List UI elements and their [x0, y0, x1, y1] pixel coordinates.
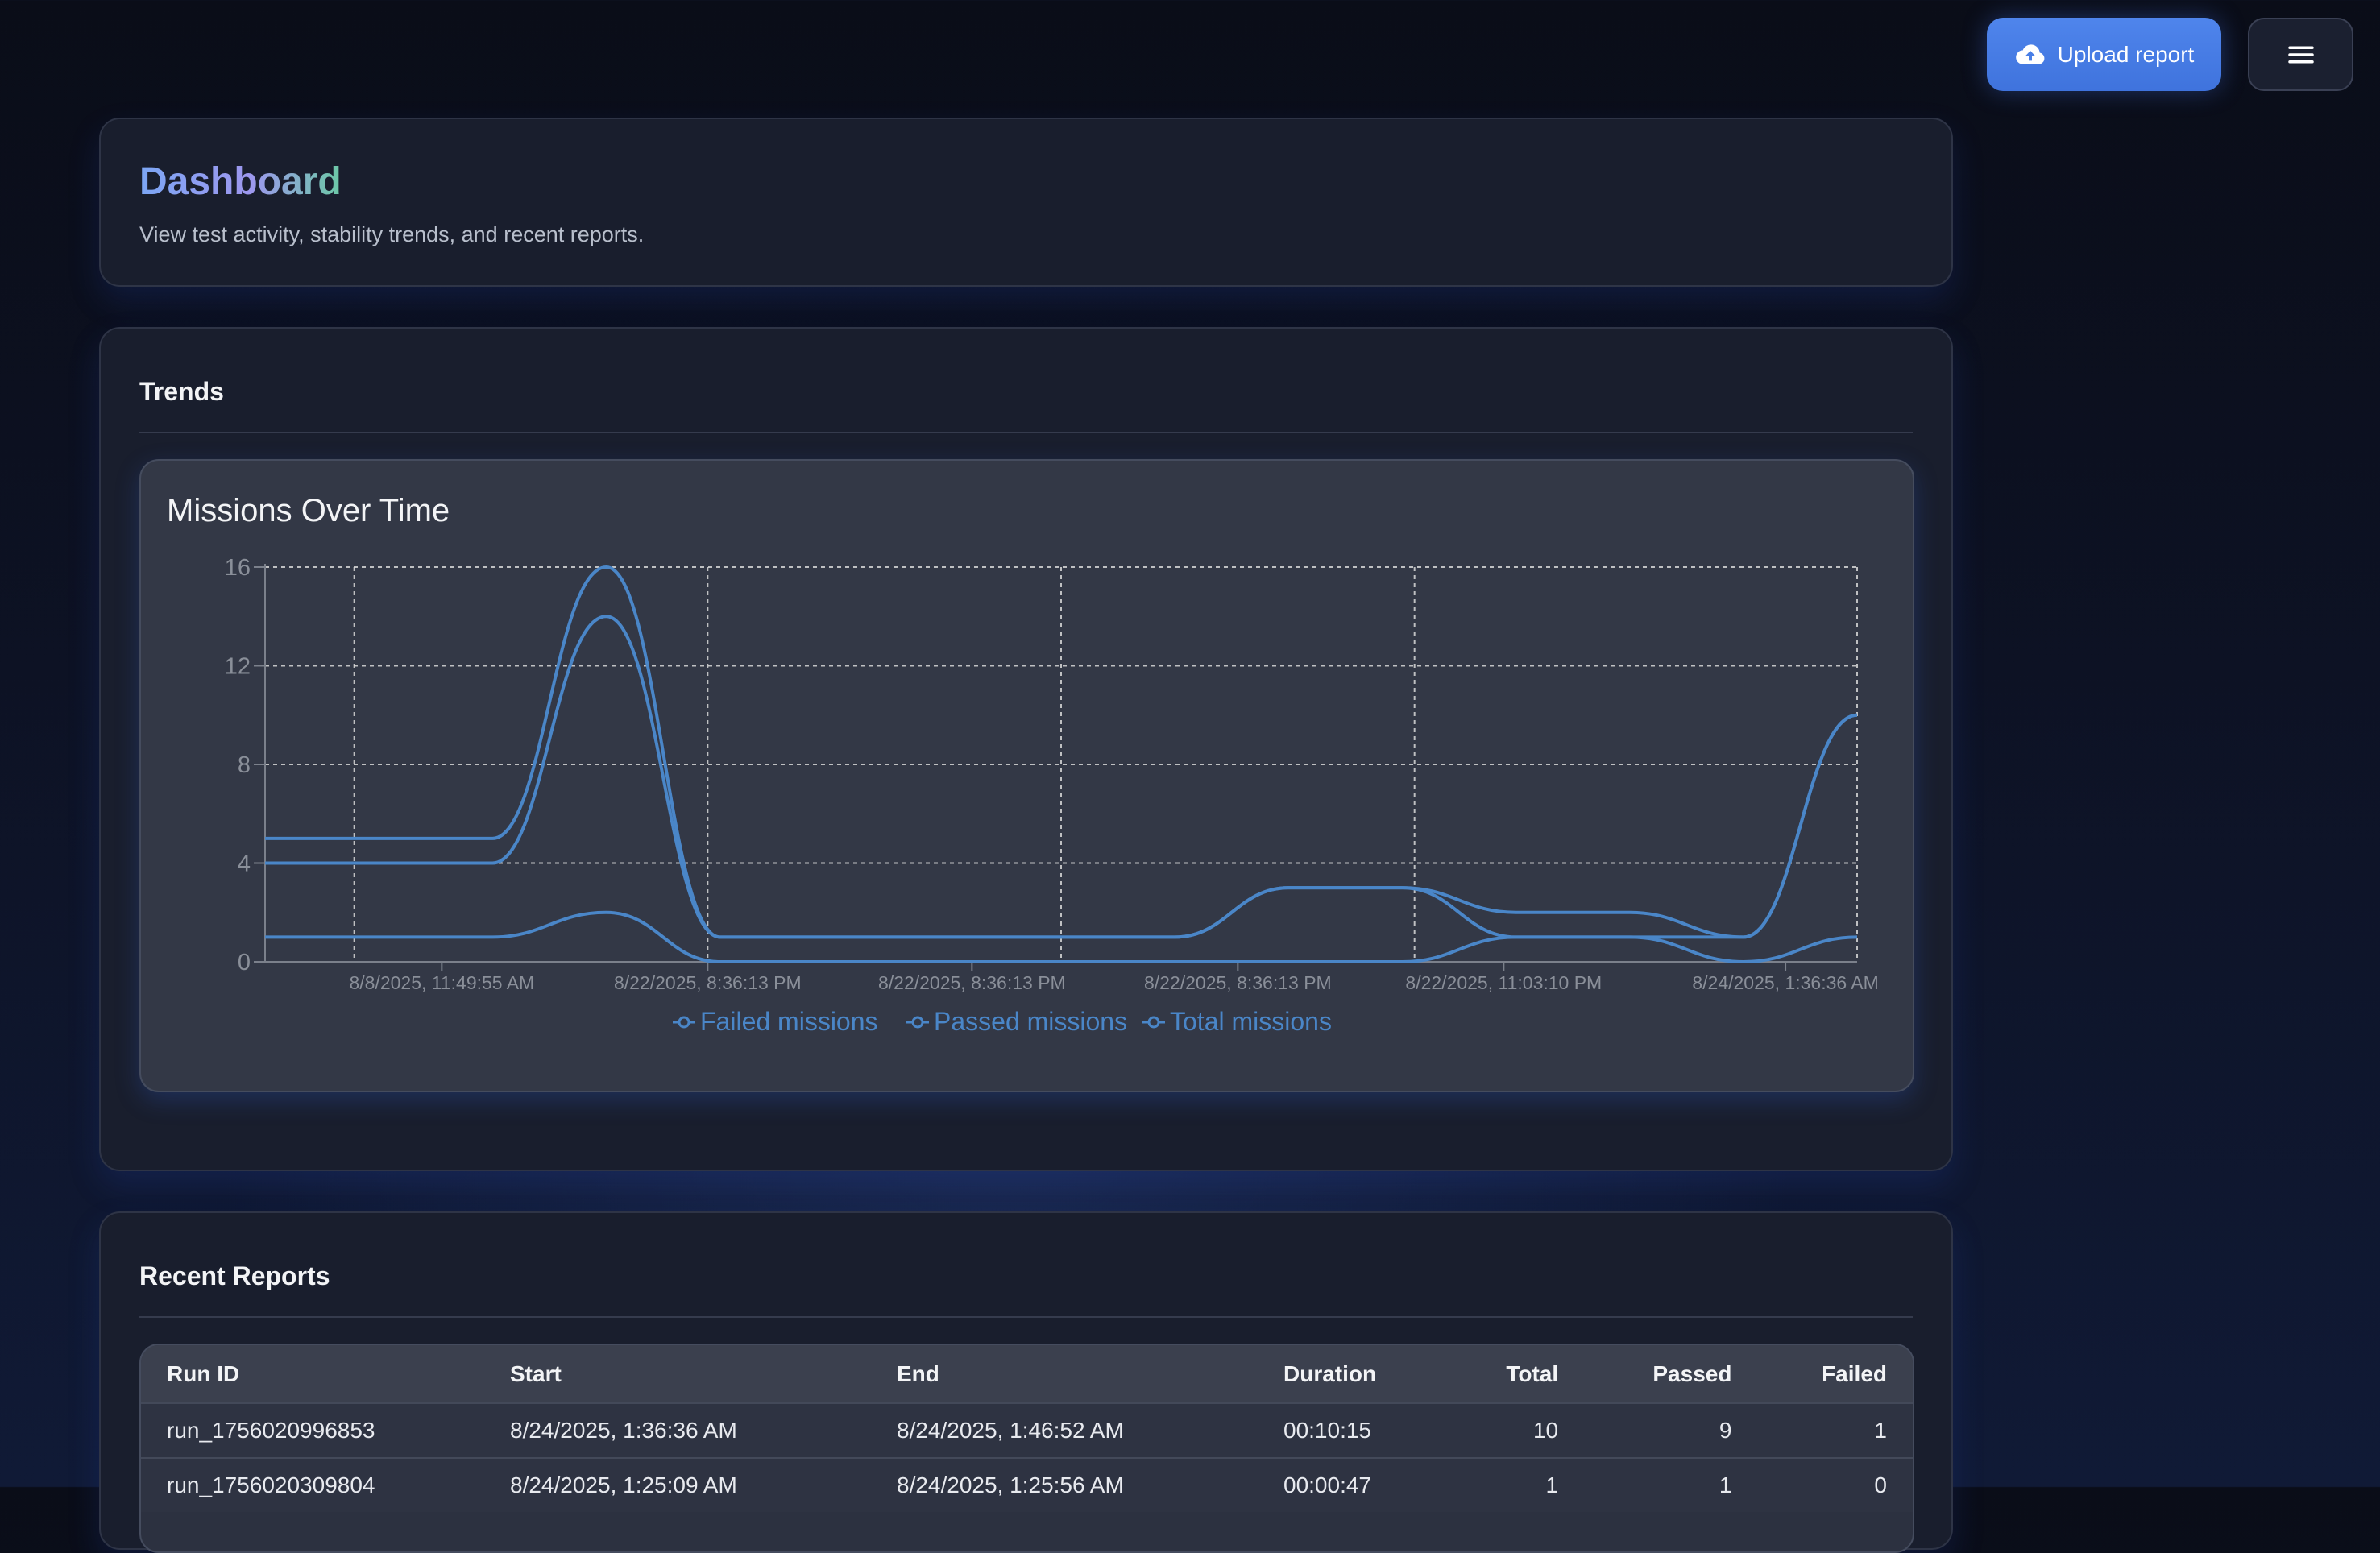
trends-divider [139, 432, 1913, 433]
col-end[interactable]: End [897, 1360, 939, 1386]
table-row[interactable]: run_1756020309804 8/24/2025, 1:25:09 AM … [141, 1457, 1913, 1512]
x-tick-label: 8/24/2025, 1:36:36 AM [1692, 972, 1878, 993]
legend-swatch-marker [911, 1016, 924, 1029]
upload-report-button[interactable]: Upload report [1987, 18, 2221, 91]
cell-passed: 9 [1584, 1402, 1758, 1458]
cell-end: 8/24/2025, 1:25:56 AM [871, 1457, 1258, 1512]
cell-start: 8/24/2025, 1:36:36 AM [484, 1402, 871, 1458]
y-tick-label: 8 [238, 752, 251, 778]
hamburger-menu-icon [2287, 46, 2314, 63]
recent-reports-title: Recent Reports [139, 1261, 330, 1290]
cell-duration: 00:10:15 [1258, 1402, 1446, 1458]
series-line-total-missions [265, 565, 1858, 939]
dashboard-header-panel: Dashboard View test activity, stability … [99, 118, 1953, 287]
legend-label: Total missions [1170, 1007, 1332, 1036]
table-row[interactable]: run_1756020996853 8/24/2025, 1:36:36 AM … [141, 1402, 1913, 1458]
col-passed[interactable]: Passed [1652, 1360, 1732, 1386]
x-tick-label: 8/22/2025, 8:36:13 PM [878, 972, 1066, 993]
cell-run-id: run_1756020996853 [141, 1402, 484, 1458]
y-tick-label: 16 [225, 555, 251, 581]
trends-title: Trends [139, 377, 224, 406]
page-subtitle: View test activity, stability trends, an… [139, 222, 645, 246]
upload-report-label: Upload report [2057, 41, 2195, 67]
cell-failed: 0 [1757, 1457, 1913, 1512]
legend-swatch-marker [1147, 1016, 1160, 1029]
cell-run-id: run_1756020309804 [141, 1457, 484, 1512]
cell-total: 1 [1446, 1457, 1585, 1512]
reports-divider [139, 1316, 1913, 1318]
col-duration[interactable]: Duration [1283, 1360, 1377, 1386]
legend-label: Passed missions [934, 1007, 1127, 1036]
missions-chart-card: Missions Over Time 0 4 8 12 16 8/8/2025, 11:4… [139, 459, 1914, 1092]
col-failed[interactable]: Failed [1822, 1360, 1887, 1386]
col-run-id[interactable]: Run ID [167, 1360, 240, 1386]
cell-start: 8/24/2025, 1:25:09 AM [484, 1457, 871, 1512]
col-total[interactable]: Total [1506, 1360, 1559, 1386]
y-tick-label: 4 [238, 851, 251, 877]
cloud-upload-icon [2015, 43, 2045, 64]
recent-reports-panel: Recent Reports Run ID Start End Duration… [99, 1211, 1953, 1553]
legend-label: Failed missions [700, 1007, 878, 1036]
col-start[interactable]: Start [510, 1360, 562, 1386]
cell-failed: 1 [1757, 1402, 1913, 1458]
cell-end: 8/24/2025, 1:46:52 AM [871, 1402, 1258, 1458]
table-header-row: Run ID Start End Duration Total Passed F… [141, 1345, 1913, 1403]
chart-title: Missions Over Time [167, 493, 450, 528]
x-tick-label: 8/22/2025, 11:03:10 PM [1405, 972, 1602, 993]
y-tick-label: 12 [225, 654, 251, 680]
x-tick-label: 8/22/2025, 8:36:13 PM [614, 972, 802, 993]
trends-panel: Trends Missions Over Time 0 4 8 12 16 8/8/202… [99, 327, 1953, 1171]
reports-table-wrapper: Run ID Start End Duration Total Passed F… [139, 1344, 1914, 1553]
x-tick-label: 8/22/2025, 8:36:13 PM [1144, 972, 1332, 993]
y-tick-label: 0 [238, 950, 251, 975]
cell-duration: 00:00:47 [1258, 1457, 1446, 1512]
x-tick-label: 8/8/2025, 11:49:55 AM [349, 972, 534, 993]
page-title: Dashboard [139, 160, 342, 203]
cell-passed: 1 [1584, 1457, 1758, 1512]
menu-button[interactable] [2248, 18, 2353, 91]
cell-total: 10 [1446, 1402, 1585, 1458]
legend-swatch-marker [678, 1016, 690, 1029]
missions-chart: 0 4 8 12 16 8/8/2025, 11:49:55 AM 8/22/2025, 8… [225, 555, 1879, 1036]
